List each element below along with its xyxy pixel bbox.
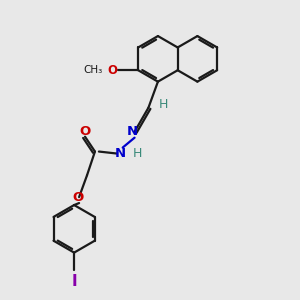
Text: H: H bbox=[133, 147, 142, 160]
Text: O: O bbox=[107, 64, 117, 77]
Text: N: N bbox=[127, 125, 138, 138]
Text: H: H bbox=[158, 98, 168, 111]
Text: O: O bbox=[73, 190, 84, 204]
Text: I: I bbox=[71, 274, 77, 290]
Text: N: N bbox=[115, 147, 126, 160]
Text: O: O bbox=[80, 125, 91, 138]
Text: CH₃: CH₃ bbox=[83, 65, 103, 75]
